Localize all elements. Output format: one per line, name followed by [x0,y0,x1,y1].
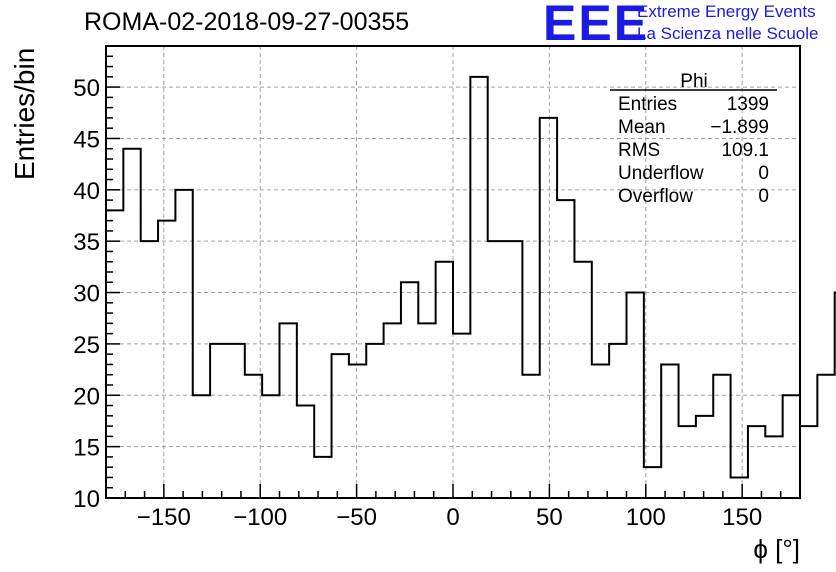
stats-value: 109.1 [721,140,769,161]
y-axis-label: Entries/bin [9,48,40,180]
x-tick-label: 0 [446,504,459,531]
y-tick-label: 15 [73,435,100,462]
y-tick-label: 10 [73,486,100,513]
y-tick-label: 35 [73,229,100,256]
stats-label: Underflow [618,163,704,184]
stats-value: 0 [758,163,769,184]
x-tick-label: 50 [536,504,563,531]
stats-label: Overflow [618,186,693,207]
x-tick-label: −100 [233,504,287,531]
x-tick-label: 150 [722,504,762,531]
stats-name: Phi [680,71,707,92]
y-tick-label: 25 [73,332,100,359]
histogram-outline [106,75,836,479]
stats-box: Phi Entries 1399 Mean −1.899 RMS 109.1 Underfl… [610,71,777,207]
x-axis-ticks: −150 −100 −50 0 50 100 150 [105,484,801,531]
stats-label: RMS [618,140,660,161]
logo-subtitle-line2: La Scienza nelle Scuole [637,24,819,43]
x-tick-label: −150 [137,504,191,531]
eee-logo: EEE [543,0,650,51]
x-tick-label: −50 [336,504,377,531]
y-tick-label: 50 [73,75,100,102]
y-tick-label: 20 [73,383,100,410]
y-tick-label: 40 [73,178,100,205]
stats-value: 1399 [727,94,769,115]
stats-value: −1.899 [710,117,769,138]
y-axis-ticks: 10 15 20 25 30 35 40 45 50 [73,45,120,513]
x-axis-label: ϕ [°] [753,534,800,564]
stats-label: Entries [618,94,677,115]
logo-subtitle-line1: Extreme Energy Events [637,2,816,21]
x-tick-label: 100 [626,504,666,531]
stats-value: 0 [758,186,769,207]
chart-title: ROMA-02-2018-09-27-00355 [84,8,410,36]
y-tick-label: 45 [73,126,100,153]
y-tick-label: 30 [73,281,100,308]
stats-label: Mean [618,117,666,138]
